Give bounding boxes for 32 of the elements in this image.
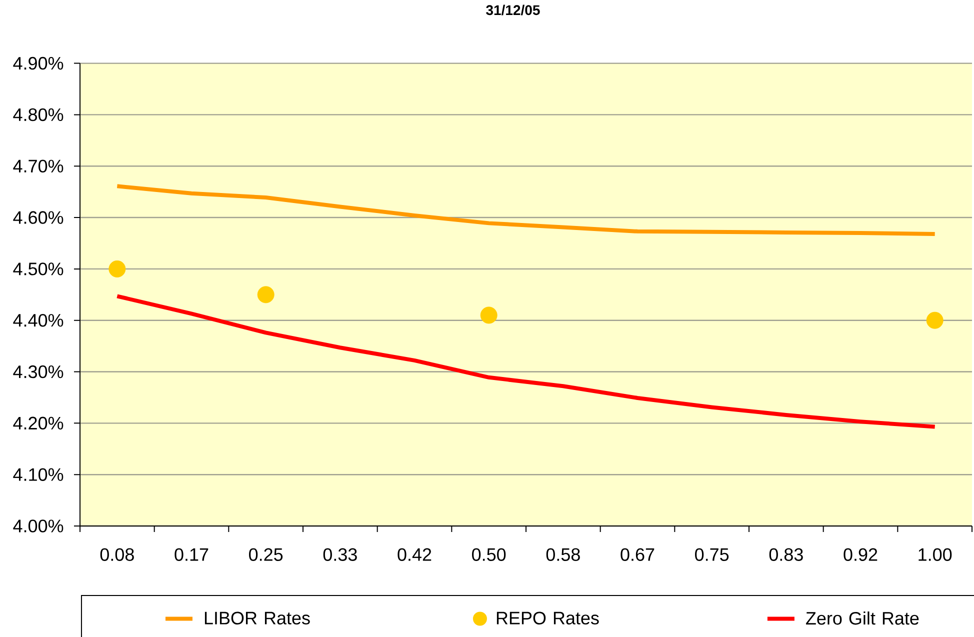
point: [926, 312, 944, 329]
y-tick-label: 4.10%: [13, 468, 64, 481]
x-tick-label: 0.75: [695, 548, 729, 561]
x-tick-label: 0.33: [323, 548, 357, 561]
legend-label: LIBOR Rates: [204, 612, 310, 624]
y-tick-label: 4.90%: [13, 56, 64, 70]
y-tick-label: 4.80%: [13, 108, 64, 122]
y-tick-label: 4.00%: [13, 520, 64, 532]
x-tick-label: 0.17: [174, 548, 208, 561]
point: [108, 260, 126, 278]
x-tick-label: 0.50: [472, 548, 506, 561]
x-tick-label: 0.42: [398, 548, 432, 561]
x-tick-label: 0.83: [769, 548, 803, 561]
y-tick-label: 4.50%: [13, 262, 64, 276]
y-tick-label: 4.60%: [13, 211, 64, 224]
x-tick-label: 1.00: [918, 548, 952, 561]
x-tick-label: 0.25: [249, 548, 283, 561]
x-tick-label: 0.58: [546, 548, 580, 561]
point: [257, 286, 274, 304]
line-series: [115, 294, 937, 429]
y-tick-label: 4.30%: [13, 365, 64, 378]
chart-title: 31/12/05: [486, 4, 540, 16]
legend-label: REPO Rates: [496, 612, 599, 624]
x-tick-label: 0.08: [100, 548, 134, 561]
y-tick-label: 4.20%: [13, 416, 64, 430]
point: [480, 306, 498, 324]
y-tick-label: 4.70%: [13, 160, 64, 172]
y-tick-label: 4.40%: [13, 314, 64, 327]
line-series: [115, 184, 937, 236]
x-tick-label: 0.67: [620, 548, 654, 561]
legend-label: Zero Gilt Rate: [806, 611, 919, 625]
x-tick-label: 0.92: [844, 548, 878, 561]
